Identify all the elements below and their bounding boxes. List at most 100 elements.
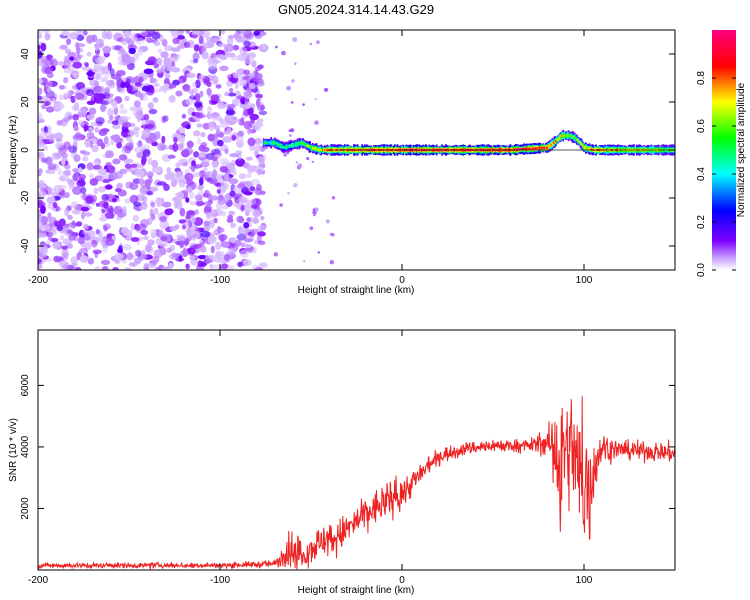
noise-blob <box>236 233 247 241</box>
noise-blob <box>86 162 94 171</box>
noise-blob <box>151 32 161 40</box>
noise-blob <box>206 88 212 96</box>
noise-blob <box>247 127 252 135</box>
noise-blob <box>186 72 196 79</box>
noise-blob <box>186 140 194 149</box>
noise-blob <box>227 103 236 110</box>
noise-blob <box>102 244 108 254</box>
tick-label: 0.8 <box>696 71 707 85</box>
noise-blob <box>64 169 71 176</box>
noise-blob <box>247 164 255 174</box>
noise-blob <box>243 108 251 117</box>
noise-blob <box>148 186 159 192</box>
noise-blob <box>133 201 142 207</box>
snr-y-label: SNR (10 * v/v) <box>8 418 19 482</box>
noise-blob <box>162 115 169 122</box>
noise-blob <box>244 238 253 243</box>
noise-blob <box>227 37 234 46</box>
spectrogram-noise-region <box>38 30 336 270</box>
noise-blob <box>50 188 58 197</box>
noise-blob <box>175 192 184 197</box>
ridge-cell <box>295 143 298 146</box>
noise-blob <box>61 121 68 127</box>
noise-blob <box>81 66 91 71</box>
spectrogram-ridge <box>262 129 675 156</box>
ridge-cell <box>559 135 562 139</box>
noise-blob <box>290 101 294 104</box>
noise-blob <box>216 188 221 194</box>
noise-blob <box>64 208 70 217</box>
noise-blob <box>174 224 180 229</box>
noise-blob <box>208 122 215 132</box>
noise-blob <box>202 167 208 172</box>
ridge-cell <box>305 144 308 146</box>
noise-blob <box>143 235 150 241</box>
noise-blob <box>176 197 182 204</box>
noise-blob <box>219 165 228 173</box>
noise-blob <box>46 135 54 140</box>
noise-blob <box>63 77 69 84</box>
noise-blob <box>214 208 223 217</box>
noise-blob <box>54 152 63 158</box>
colorbar-gradient <box>712 30 736 270</box>
noise-blob <box>185 30 191 34</box>
ridge-cell <box>303 143 306 146</box>
noise-blob <box>85 89 95 96</box>
ridge-cell <box>541 146 544 150</box>
noise-blob <box>154 267 160 270</box>
noise-blob <box>68 181 75 190</box>
noise-blob <box>38 44 41 51</box>
noise-blob <box>76 179 86 187</box>
noise-blob <box>173 136 178 144</box>
noise-blob <box>216 251 225 257</box>
noise-blob <box>61 30 70 36</box>
noise-blob <box>166 167 172 173</box>
noise-blob <box>40 42 47 52</box>
noise-blob <box>100 86 105 95</box>
noise-blob <box>213 229 220 236</box>
ridge-cell <box>279 144 282 147</box>
noise-blob <box>236 68 247 76</box>
noise-blob <box>199 90 204 98</box>
noise-blob <box>135 33 142 38</box>
tick-label: 20 <box>20 96 31 108</box>
noise-blob <box>179 239 184 248</box>
noise-blob <box>70 201 79 209</box>
noise-blob <box>201 158 211 163</box>
noise-blob <box>235 150 243 155</box>
noise-blob <box>159 216 168 223</box>
noise-blob <box>236 135 244 145</box>
noise-blob <box>215 84 222 89</box>
colorbar-label: Normalized spectral amplitude <box>736 82 747 217</box>
ridge-cell <box>552 142 555 145</box>
noise-blob <box>116 141 122 149</box>
noise-blob <box>124 159 129 165</box>
noise-blob <box>302 103 305 106</box>
snr-panel: -200 -100 0 100 2000 4000 6000 Height of stra… <box>8 329 676 596</box>
noise-blob <box>63 92 72 99</box>
noise-blob <box>82 155 89 162</box>
noise-blob <box>38 172 42 177</box>
noise-blob <box>243 69 251 75</box>
noise-blob <box>117 49 127 56</box>
noise-blob <box>59 235 65 241</box>
noise-blob <box>52 241 61 250</box>
noise-blob <box>150 228 158 236</box>
noise-blob <box>143 68 154 75</box>
noise-blob <box>109 68 115 77</box>
noise-blob <box>143 179 151 186</box>
noise-blob <box>87 257 95 265</box>
noise-blob <box>195 194 201 201</box>
noise-blob <box>79 255 89 263</box>
noise-blob <box>273 252 278 257</box>
noise-blob <box>193 151 200 158</box>
noise-blob <box>128 182 139 190</box>
noise-blob <box>294 62 297 65</box>
noise-blob <box>208 177 218 185</box>
noise-blob <box>104 73 110 80</box>
noise-blob <box>193 164 203 169</box>
noise-blob <box>179 207 186 217</box>
noise-blob <box>251 204 258 209</box>
noise-blob <box>55 206 60 212</box>
noise-blob <box>224 43 234 52</box>
